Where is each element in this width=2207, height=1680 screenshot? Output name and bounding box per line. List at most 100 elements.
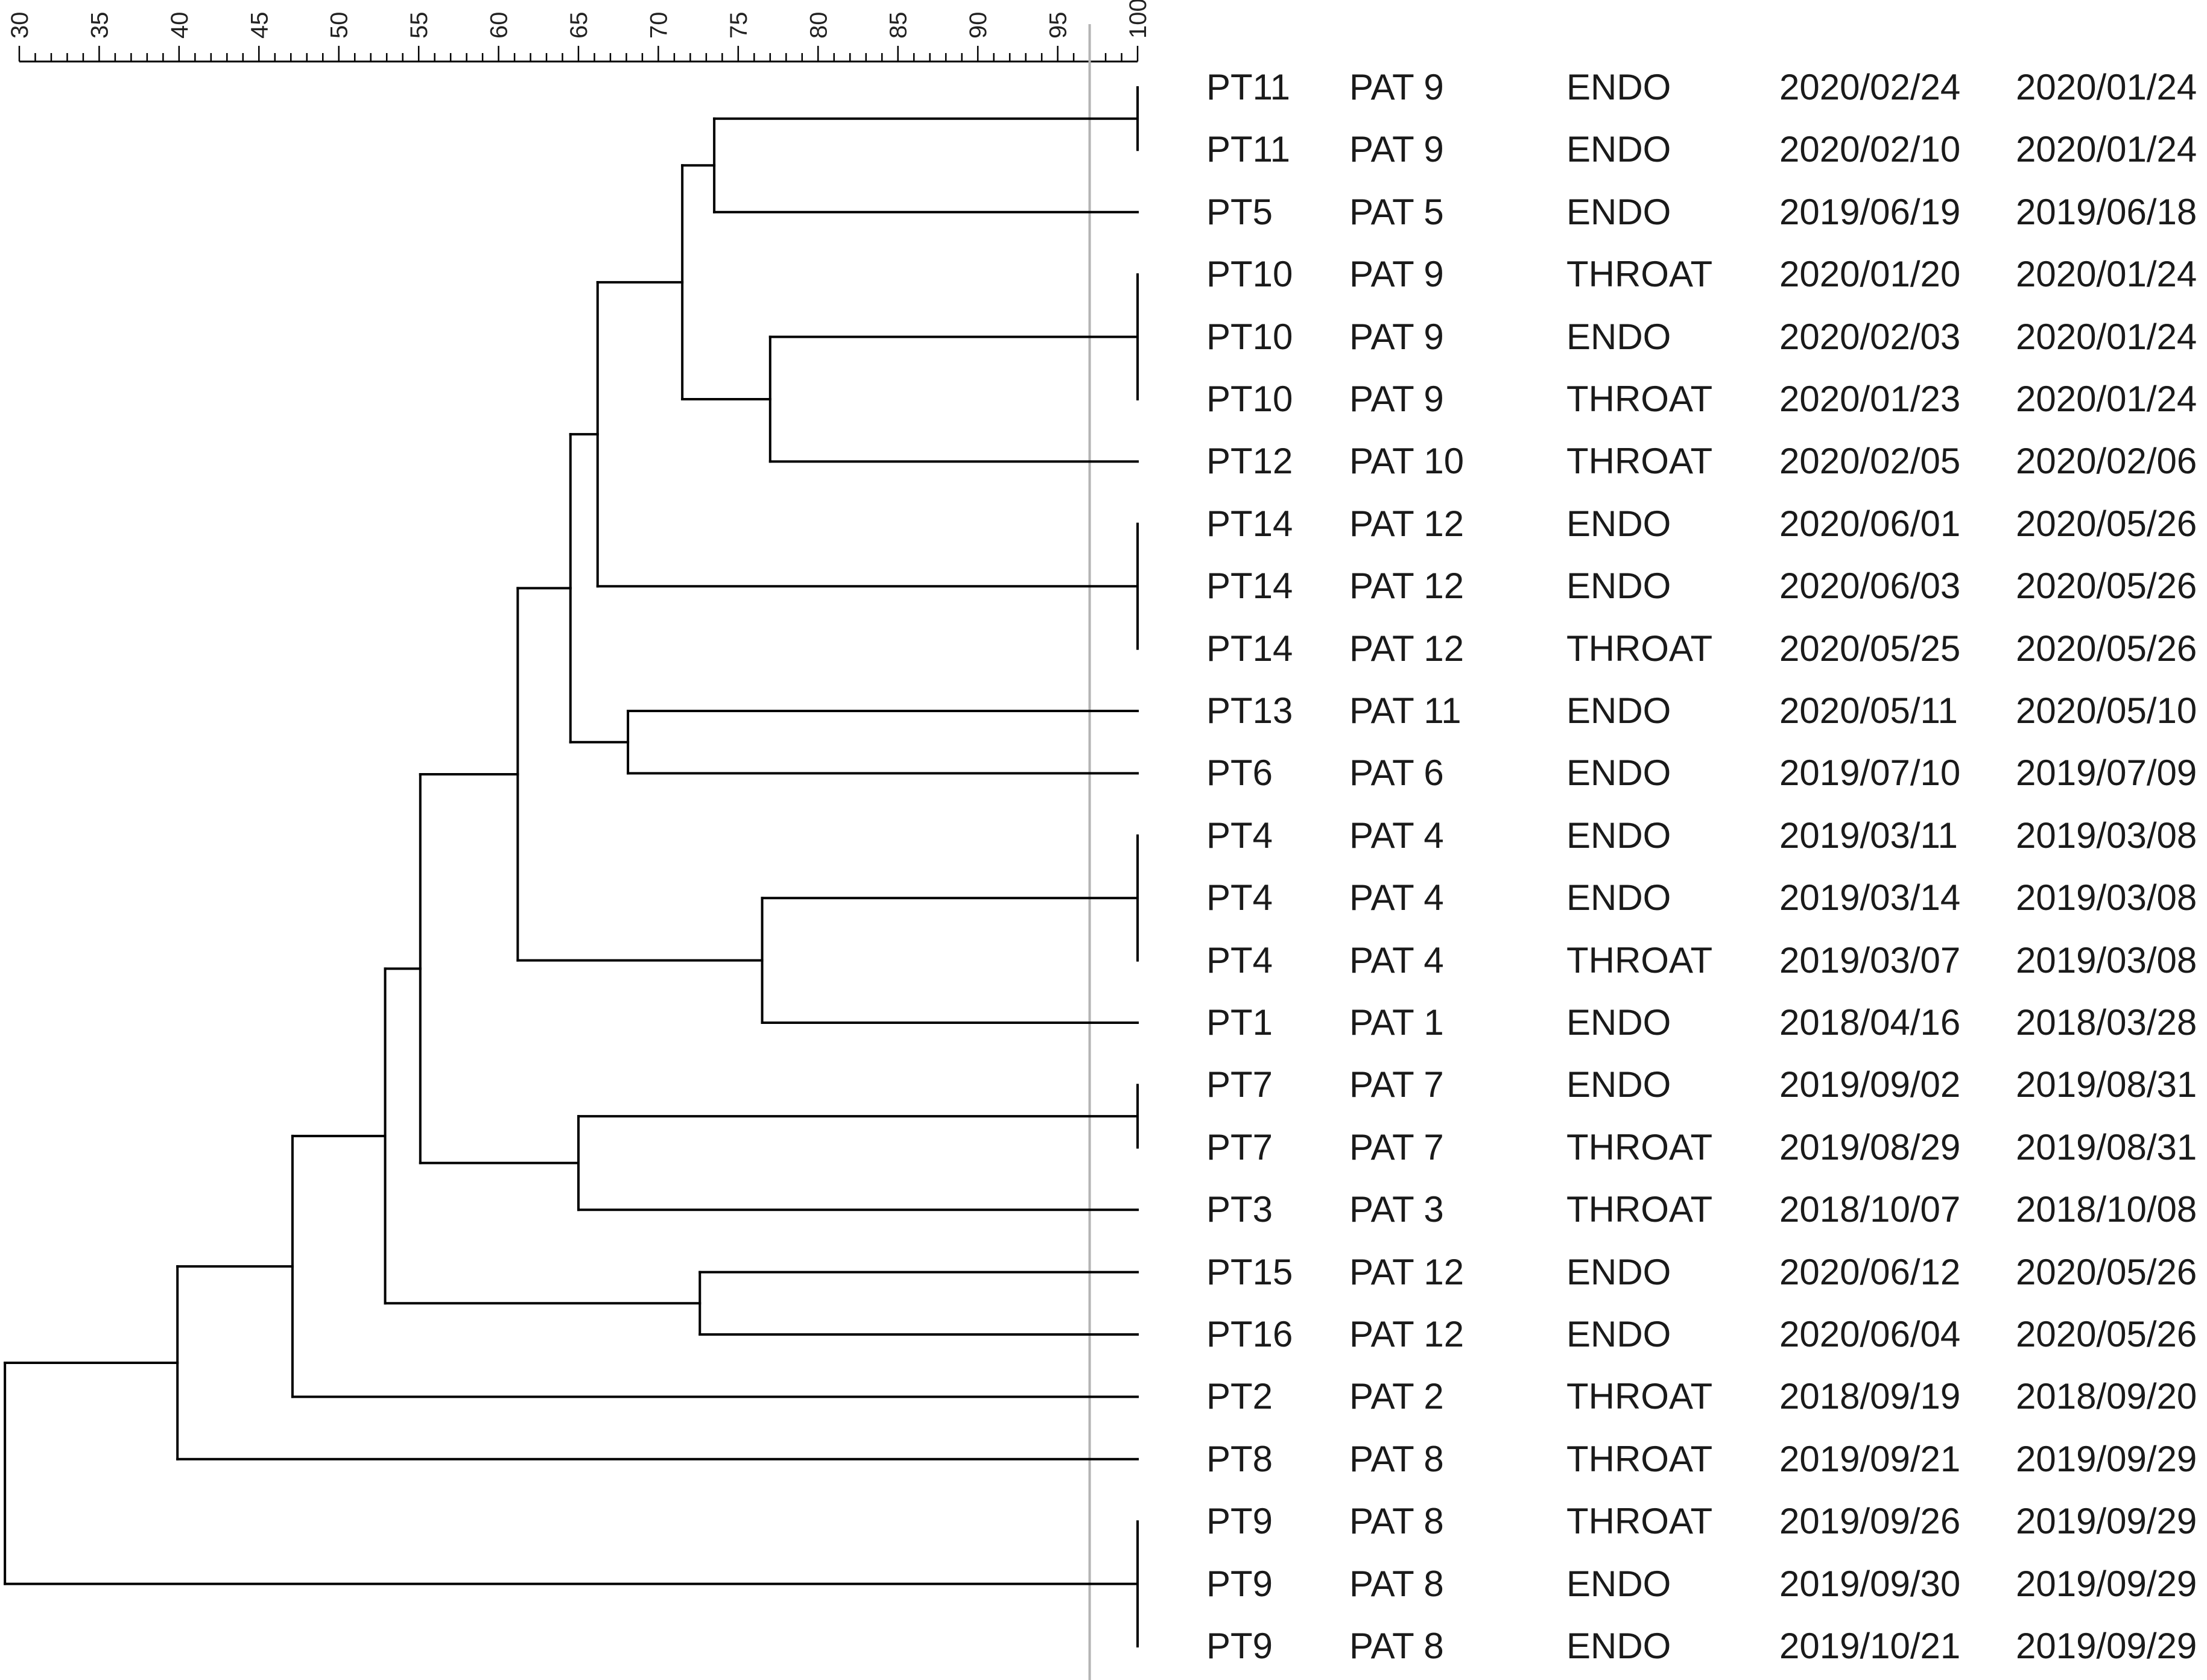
dendrogram-tree (4, 86, 1139, 1647)
axis-tick-label: 70 (645, 12, 672, 39)
leaf-date2: 2020/01/24 (2016, 67, 2197, 107)
leaf-date1: 2020/01/20 (1779, 254, 1961, 295)
leaf-site: THROAT (1566, 628, 1713, 669)
leaf-date1: 2019/09/30 (1779, 1563, 1961, 1604)
leaf-date2: 2019/08/31 (2016, 1126, 2197, 1167)
axis-tick-label: 75 (726, 12, 752, 39)
leaf-site: THROAT (1566, 939, 1713, 981)
leaf-date1: 2020/02/24 (1779, 67, 1961, 107)
axis-tick-label: 65 (566, 12, 592, 39)
axis-tick-label: 60 (486, 12, 513, 39)
leaf-date2: 2020/01/24 (2016, 254, 2197, 295)
leaf-date1: 2020/01/23 (1779, 379, 1961, 419)
leaf-isolate: PT11 (1206, 67, 1290, 107)
leaf-patient: PAT 9 (1349, 254, 1444, 295)
axis-tick-label: 35 (86, 12, 113, 39)
leaf-date1: 2020/06/03 (1779, 566, 1961, 607)
leaf-date2: 2020/05/10 (2016, 690, 2197, 731)
leaf-date1: 2020/06/01 (1779, 503, 1961, 544)
leaf-isolate: PT14 (1206, 566, 1293, 607)
leaf-site: ENDO (1566, 1064, 1671, 1105)
leaf-date1: 2019/08/29 (1779, 1126, 1961, 1167)
leaf-date2: 2018/03/28 (2016, 1002, 2197, 1043)
leaf-patient: PAT 9 (1349, 379, 1444, 419)
leaf-site: THROAT (1566, 1501, 1713, 1542)
leaf-patient: PAT 4 (1349, 939, 1444, 981)
leaf-patient: PAT 8 (1349, 1501, 1444, 1542)
leaf-date1: 2019/09/26 (1779, 1501, 1961, 1542)
leaf-isolate: PT9 (1206, 1563, 1273, 1604)
leaf-date1: 2020/05/11 (1779, 690, 1958, 731)
leaf-site: ENDO (1566, 316, 1671, 357)
leaf-date2: 2018/09/20 (2016, 1376, 2197, 1417)
leaf-date1: 2019/07/10 (1779, 753, 1961, 794)
leaf-patient: PAT 9 (1349, 316, 1444, 357)
leaf-date2: 2019/09/29 (2016, 1563, 2197, 1604)
leaf-patient: PAT 12 (1349, 566, 1464, 607)
leaf-date1: 2019/10/21 (1779, 1626, 1961, 1666)
leaf-site: ENDO (1566, 129, 1671, 170)
leaf-site: ENDO (1566, 1314, 1671, 1354)
leaf-date1: 2018/10/07 (1779, 1189, 1961, 1230)
leaf-site: ENDO (1566, 1002, 1671, 1043)
axis-tick-label: 95 (1045, 12, 1072, 39)
leaf-patient: PAT 12 (1349, 1314, 1464, 1354)
leaf-isolate: PT3 (1206, 1189, 1273, 1230)
leaf-site: THROAT (1566, 379, 1713, 419)
leaf-date1: 2020/05/25 (1779, 628, 1961, 669)
leaf-patient: PAT 6 (1349, 753, 1444, 794)
leaf-date2: 2020/05/26 (2016, 628, 2197, 669)
leaf-patient: PAT 2 (1349, 1376, 1444, 1417)
leaf-isolate: PT2 (1206, 1376, 1273, 1417)
axis-tick-label: 50 (326, 12, 353, 39)
leaf-isolate: PT9 (1206, 1501, 1273, 1542)
axis-tick-label: 80 (805, 12, 832, 39)
leaf-date2: 2020/05/26 (2016, 1251, 2197, 1292)
leaf-patient: PAT 3 (1349, 1189, 1444, 1230)
leaf-site: THROAT (1566, 441, 1713, 482)
leaf-date2: 2020/02/06 (2016, 441, 2197, 482)
leaf-site: THROAT (1566, 1376, 1713, 1417)
leaf-site: ENDO (1566, 67, 1671, 107)
leaf-date1: 2020/02/05 (1779, 441, 1961, 482)
leaf-isolate: PT14 (1206, 628, 1293, 669)
leaf-date2: 2019/09/29 (2016, 1438, 2197, 1479)
leaf-patient: PAT 8 (1349, 1563, 1444, 1604)
leaf-patient: PAT 12 (1349, 503, 1464, 544)
leaf-patient: PAT 9 (1349, 67, 1444, 107)
leaf-date2: 2018/10/08 (2016, 1189, 2197, 1230)
leaf-date2: 2019/09/29 (2016, 1626, 2197, 1666)
leaf-date1: 2019/09/02 (1779, 1064, 1961, 1105)
leaf-date1: 2018/09/19 (1779, 1376, 1961, 1417)
leaf-patient: PAT 8 (1349, 1438, 1444, 1479)
leaf-patient: PAT 7 (1349, 1064, 1444, 1105)
leaf-isolate: PT4 (1206, 877, 1273, 918)
leaf-isolate: PT10 (1206, 254, 1293, 295)
leaf-patient: PAT 7 (1349, 1126, 1444, 1167)
leaf-patient: PAT 8 (1349, 1626, 1444, 1666)
leaf-isolate: PT5 (1206, 191, 1273, 232)
leaf-patient: PAT 11 (1349, 690, 1461, 731)
leaf-patient: PAT 10 (1349, 441, 1464, 482)
axis-tick-label: 45 (246, 12, 273, 39)
leaf-site: ENDO (1566, 753, 1671, 794)
axis-tick-label: 85 (885, 12, 912, 39)
leaf-site: ENDO (1566, 1251, 1671, 1292)
leaf-date2: 2019/06/18 (2016, 191, 2197, 232)
leaf-date2: 2020/05/26 (2016, 1314, 2197, 1354)
leaf-date2: 2019/08/31 (2016, 1064, 2197, 1105)
leaf-site: ENDO (1566, 191, 1671, 232)
leaf-site: THROAT (1566, 254, 1713, 295)
leaf-date2: 2019/03/08 (2016, 939, 2197, 981)
axis-tick-label: 40 (166, 12, 193, 39)
leaf-site: THROAT (1566, 1126, 1713, 1167)
leaf-isolate: PT4 (1206, 815, 1273, 856)
leaf-patient: PAT 4 (1349, 815, 1444, 856)
leaf-date1: 2019/06/19 (1779, 191, 1961, 232)
leaf-date2: 2020/05/26 (2016, 566, 2197, 607)
leaf-patient: PAT 1 (1349, 1002, 1444, 1043)
leaf-isolate: PT6 (1206, 753, 1273, 794)
leaf-isolate: PT7 (1206, 1126, 1273, 1167)
